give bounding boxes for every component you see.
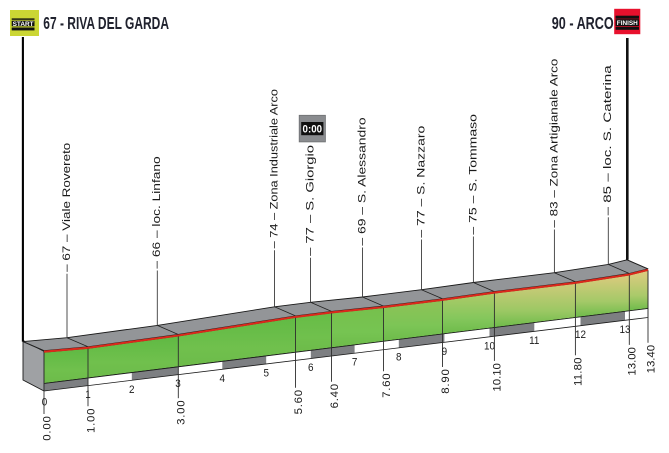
svg-text:13.00: 13.00: [627, 347, 639, 376]
svg-text:– 69 – S. Alessandro: – 69 – S. Alessandro: [356, 117, 368, 245]
svg-text:10: 10: [484, 341, 495, 353]
svg-text:6: 6: [308, 363, 314, 375]
svg-text:8: 8: [396, 352, 402, 364]
svg-text:FINISH: FINISH: [617, 20, 639, 27]
svg-text:1: 1: [85, 390, 91, 402]
svg-text:12: 12: [575, 330, 586, 342]
svg-text:1.00: 1.00: [85, 409, 97, 434]
svg-text:5: 5: [263, 368, 269, 380]
svg-text:6.40: 6.40: [329, 384, 341, 409]
svg-text:9: 9: [442, 346, 448, 358]
svg-text:13: 13: [619, 324, 630, 336]
svg-text:– 74 – Zona Industriale Arco: – 74 – Zona Industriale Arco: [268, 89, 280, 248]
svg-text:13.40: 13.40: [645, 345, 657, 374]
svg-text:– 83 – Zona Artigianale Arco: – 83 – Zona Artigianale Arco: [548, 59, 560, 228]
svg-text:7: 7: [352, 357, 358, 369]
svg-text:0:00: 0:00: [303, 123, 323, 135]
svg-text:3: 3: [175, 379, 181, 391]
svg-text:0: 0: [42, 397, 48, 409]
svg-text:5.60: 5.60: [293, 390, 305, 415]
svg-text:11: 11: [529, 335, 539, 347]
svg-text:10.10: 10.10: [492, 363, 504, 392]
svg-text:4: 4: [220, 373, 226, 385]
svg-text:– 75 – S. Tommaso: – 75 – S. Tommaso: [467, 114, 479, 235]
svg-text:START: START: [13, 21, 34, 28]
svg-text:67 - RIVA DEL GARDA: 67 - RIVA DEL GARDA: [43, 13, 169, 33]
svg-text:2: 2: [129, 384, 135, 396]
svg-text:90 - ARCO: 90 - ARCO: [552, 13, 614, 33]
svg-text:– 77 – S. Nazzaro: – 77 – S. Nazzaro: [415, 126, 427, 238]
svg-text:11.80: 11.80: [573, 358, 585, 387]
svg-text:7.60: 7.60: [381, 373, 393, 398]
svg-text:8.90: 8.90: [440, 369, 452, 394]
svg-text:3.00: 3.00: [176, 400, 188, 425]
svg-text:– 85 – loc. S. Caterina: – 85 – loc. S. Caterina: [602, 64, 614, 215]
svg-text:– 67 – Viale Rovereto: – 67 – Viale Rovereto: [61, 143, 73, 272]
svg-text:0.00: 0.00: [41, 416, 53, 441]
svg-text:– 77 – S. Giorgio: – 77 – S. Giorgio: [304, 145, 316, 256]
svg-text:– 66 – loc. Linfano: – 66 – loc. Linfano: [151, 156, 163, 268]
